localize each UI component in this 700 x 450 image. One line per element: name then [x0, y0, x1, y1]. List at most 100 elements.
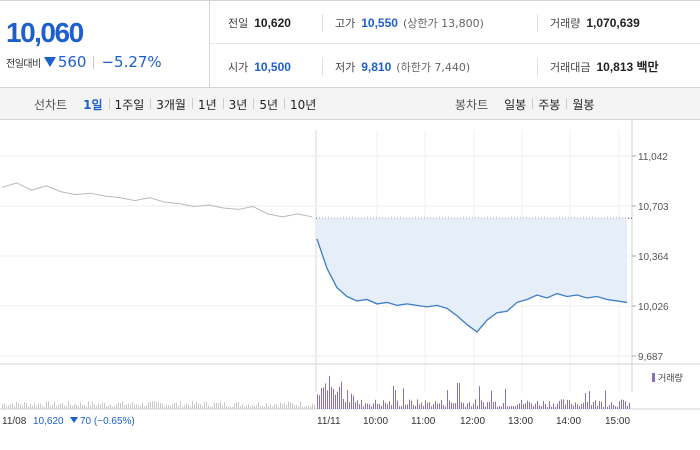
volume-bar [204, 402, 205, 409]
x-tick-label: 11:00 [411, 416, 436, 427]
volume-bar [359, 404, 360, 409]
volume-bar [483, 402, 484, 409]
volume-bar [244, 406, 245, 409]
y-tick-label: 9,687 [638, 352, 663, 363]
volume-bar [142, 402, 143, 409]
change-row: 전일대비 560 −5.27% [6, 53, 162, 71]
volume-bar [200, 404, 201, 409]
volume-bar [58, 404, 59, 409]
volume-bar [218, 403, 219, 409]
stat-label: 거래량 [550, 16, 581, 30]
volume-bar [128, 404, 129, 409]
volume-bar [367, 403, 368, 409]
stat-value: 10,813 백만 [596, 60, 659, 74]
volume-bar [593, 401, 594, 409]
volume-bar [124, 405, 125, 409]
tab-3year[interactable]: 3년 [222, 96, 254, 113]
volume-bar [202, 406, 203, 409]
volume-bar [501, 406, 502, 409]
volume-bar [579, 406, 580, 409]
volume-bar [292, 403, 293, 409]
volume-bar [232, 406, 233, 409]
volume-bar [421, 402, 422, 409]
tab-weekly[interactable]: 주봉 [532, 96, 566, 113]
volume-bar [192, 401, 193, 409]
volume-bar [377, 403, 378, 409]
tab-1year[interactable]: 1년 [191, 96, 223, 113]
volume-bar [333, 388, 334, 409]
y-tick-label: 10,703 [638, 202, 669, 213]
volume-bar [34, 402, 35, 409]
volume-bar [447, 390, 448, 409]
volume-bar [274, 404, 275, 409]
tab-1week[interactable]: 1주일 [108, 96, 151, 113]
volume-bar [539, 405, 540, 409]
volume-bar [30, 404, 31, 409]
volume-bar [499, 406, 500, 409]
volume-bar [551, 406, 552, 409]
footer-prev-change: 70 (−0.65%) [80, 416, 135, 427]
candle-chart-title: 봉차트 [455, 97, 489, 112]
volume-bar [527, 400, 528, 409]
volume-bar [389, 401, 390, 409]
footer-down-triangle-icon [70, 417, 78, 423]
volume-bar [419, 404, 420, 409]
volume-bar [176, 402, 177, 409]
volume-bar [541, 406, 542, 409]
volume-bar [88, 401, 89, 409]
volume-bar [589, 391, 590, 409]
y-tick-label: 11,042 [638, 152, 668, 163]
volume-bar [517, 404, 518, 409]
volume-bar [343, 398, 344, 409]
volume-bar [627, 405, 628, 409]
volume-bar [252, 404, 253, 409]
volume-bar [36, 406, 37, 409]
stat-amount: 거래대금 10,813 백만 [550, 45, 659, 88]
volume-bar [461, 402, 462, 409]
volume-bar [110, 404, 111, 409]
price-box: 10,060 전일대비 560 −5.27% [0, 1, 210, 88]
volume-bar [260, 406, 261, 409]
volume-bar [353, 395, 354, 409]
volume-bar [298, 406, 299, 409]
volume-bar [302, 406, 303, 409]
tab-daily[interactable]: 일봉 [504, 97, 527, 112]
volume-bar [493, 402, 494, 409]
volume-bar [166, 405, 167, 409]
volume-bar [276, 404, 277, 409]
volume-bar [453, 403, 454, 409]
tab-3month[interactable]: 3개월 [150, 96, 192, 113]
volume-bar [425, 400, 426, 409]
volume-bar [549, 401, 550, 409]
volume-bar [339, 386, 340, 409]
tab-1day[interactable]: 1일 [83, 97, 103, 112]
volume-bar [242, 404, 243, 409]
volume-bar [96, 405, 97, 409]
stat-note: (상한가 13,800) [402, 16, 484, 30]
stat-label: 시가 [228, 60, 249, 74]
volume-bar [413, 404, 414, 409]
volume-bar [164, 406, 165, 409]
tab-monthly[interactable]: 월봉 [566, 96, 600, 113]
volume-bar [98, 403, 99, 409]
volume-bar [178, 405, 179, 409]
volume-bar [423, 406, 424, 409]
volume-bar [415, 405, 416, 409]
tab-5year[interactable]: 5년 [253, 96, 284, 113]
volume-bar [437, 403, 438, 409]
stat-note: (하한가 7,440) [396, 60, 471, 74]
volume-bar [351, 393, 352, 409]
volume-bar [256, 405, 257, 409]
volume-bar [555, 406, 556, 409]
volume-bar [294, 405, 295, 409]
volume-bar [467, 403, 468, 409]
volume-bar [206, 401, 207, 409]
volume-bar [198, 403, 199, 409]
volume-bar [54, 401, 55, 409]
volume-bar [487, 402, 488, 409]
volume-bar [511, 405, 512, 409]
stat-value: 9,810 [361, 59, 392, 74]
tab-10year[interactable]: 10년 [284, 96, 322, 113]
volume-bar [525, 403, 526, 409]
stat-value: 10,550 [361, 15, 398, 30]
